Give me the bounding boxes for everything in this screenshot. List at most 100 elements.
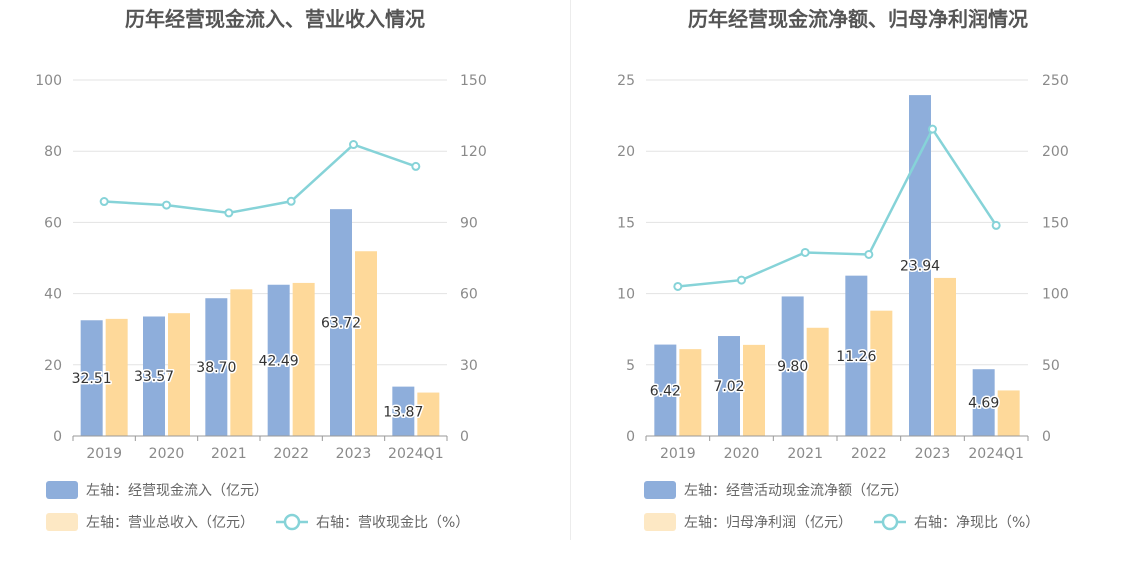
y-left-tick: 20: [617, 144, 635, 160]
bar-primary: [845, 275, 868, 436]
chart-cash-inflow-revenue: 历年经营现金流入、营业收入情况 0 20 40 60 80 100 0 30 60 90 120 150…: [35, 7, 487, 531]
ratio-point: [99, 197, 109, 207]
y-left-tick: 20: [44, 358, 62, 374]
chart-title: 历年经营现金流入、营业收入情况: [125, 7, 425, 31]
x-tick-label: 2022: [273, 446, 309, 462]
y-right-tick: 200: [1042, 144, 1069, 160]
bar-secondary: [292, 282, 315, 436]
y-left-tick: 0: [53, 429, 62, 445]
bar-secondary: [168, 313, 190, 436]
bar-secondary: [679, 349, 702, 436]
bar-secondary: [934, 277, 956, 436]
y-right-tick: 60: [460, 287, 478, 303]
chart-title: 历年经营现金流净额、归母净利润情况: [688, 7, 1028, 31]
legend-swatch-bar: [46, 513, 78, 531]
x-tick-label: 2020: [724, 446, 760, 462]
y-left-tick: 100: [35, 73, 62, 89]
x-tick-label: 2020: [149, 446, 185, 462]
bar-secondary: [230, 289, 253, 436]
bar-primary: [80, 320, 103, 436]
x-tick-label: 2019: [660, 446, 696, 462]
x-tick-label: 2024Q1: [968, 446, 1024, 462]
legend-swatch-bar: [644, 481, 676, 499]
ratio-point: [673, 281, 683, 291]
bar-secondary: [743, 344, 765, 436]
data-label: 7.02: [713, 379, 744, 395]
data-label: 42.49: [259, 353, 299, 369]
legend-label: 左轴：经营活动现金流净额（亿元）: [684, 483, 908, 499]
ratio-point: [737, 275, 746, 285]
bar-primary: [330, 209, 352, 436]
bar-secondary: [417, 392, 440, 436]
bar-primary: [267, 284, 290, 436]
ratio-line: [677, 126, 998, 288]
legend-swatch-bar: [644, 513, 676, 531]
bar-primary: [654, 344, 677, 436]
data-label: 11.26: [836, 349, 876, 365]
y-left-tick: 15: [617, 215, 635, 231]
legend-label: 右轴：营收现金比（%）: [316, 515, 469, 531]
bar-primary: [781, 296, 804, 436]
bar-primary: [392, 386, 415, 436]
y-left-tick: 0: [626, 429, 635, 445]
legend-label: 左轴：营业总收入（亿元）: [86, 515, 254, 531]
data-label: 63.72: [321, 316, 361, 332]
y-right-tick: 120: [460, 144, 487, 160]
ratio-line: [104, 143, 417, 215]
y-right-tick: 50: [1042, 358, 1060, 374]
data-label: 6.42: [650, 383, 681, 399]
y-right-tick: 0: [1042, 429, 1051, 445]
x-tick-label: 2023: [336, 446, 372, 462]
data-label: 4.69: [968, 396, 999, 412]
x-tick-label: 2024Q1: [388, 446, 444, 462]
ratio-point: [224, 208, 234, 218]
ratio-point: [800, 247, 810, 257]
legend-label: 左轴：经营现金流入（亿元）: [86, 483, 268, 499]
ratio-point: [162, 200, 171, 210]
bar-secondary: [806, 327, 829, 436]
x-tick-label: 2019: [86, 446, 122, 462]
data-label: 13.87: [383, 404, 423, 420]
y-right-tick: 250: [1042, 73, 1069, 89]
bar-primary: [909, 95, 931, 437]
bar-primary: [143, 316, 165, 436]
y-left-tick: 80: [44, 144, 62, 160]
bar-primary: [718, 336, 740, 436]
y-left-tick: 40: [44, 287, 62, 303]
ratio-point: [411, 161, 421, 171]
legend-label: 左轴：归母净利润（亿元）: [684, 514, 852, 531]
bar-primary: [972, 369, 995, 436]
data-label: 38.70: [196, 360, 236, 376]
ratio-point: [864, 249, 874, 259]
bar-primary: [205, 298, 228, 436]
chart-net-cashflow-profit: 历年经营现金流净额、归母净利润情况05101520250501001502002…: [617, 7, 1069, 531]
x-tick-label: 2021: [787, 446, 823, 462]
y-right-tick: 100: [1042, 287, 1069, 303]
bar-secondary: [997, 390, 1020, 436]
ratio-point: [991, 220, 1001, 230]
ratio-point: [349, 140, 358, 150]
legend-label: 右轴：净现比（%）: [914, 515, 1039, 531]
legend-swatch-bar: [46, 481, 78, 499]
data-label: 9.80: [777, 359, 808, 375]
bar-secondary: [870, 310, 893, 436]
bar-secondary: [355, 251, 377, 436]
ratio-point: [928, 124, 937, 134]
y-left-tick: 10: [617, 287, 635, 303]
y-right-tick: 0: [460, 429, 469, 445]
legend-swatch-marker: [283, 513, 301, 531]
y-right-tick: 150: [460, 73, 487, 89]
ratio-point: [286, 196, 296, 206]
y-left-tick: 25: [617, 73, 635, 89]
bar-secondary: [105, 318, 128, 436]
y-right-tick: 90: [460, 215, 478, 231]
x-tick-label: 2022: [851, 446, 887, 462]
x-tick-label: 2021: [211, 446, 247, 462]
y-left-tick: 5: [626, 358, 635, 374]
data-label: 23.94: [900, 259, 940, 275]
y-right-tick: 150: [1042, 215, 1069, 231]
y-left-tick: 60: [44, 215, 62, 231]
y-right-tick: 30: [460, 358, 478, 374]
x-tick-label: 2023: [915, 446, 951, 462]
